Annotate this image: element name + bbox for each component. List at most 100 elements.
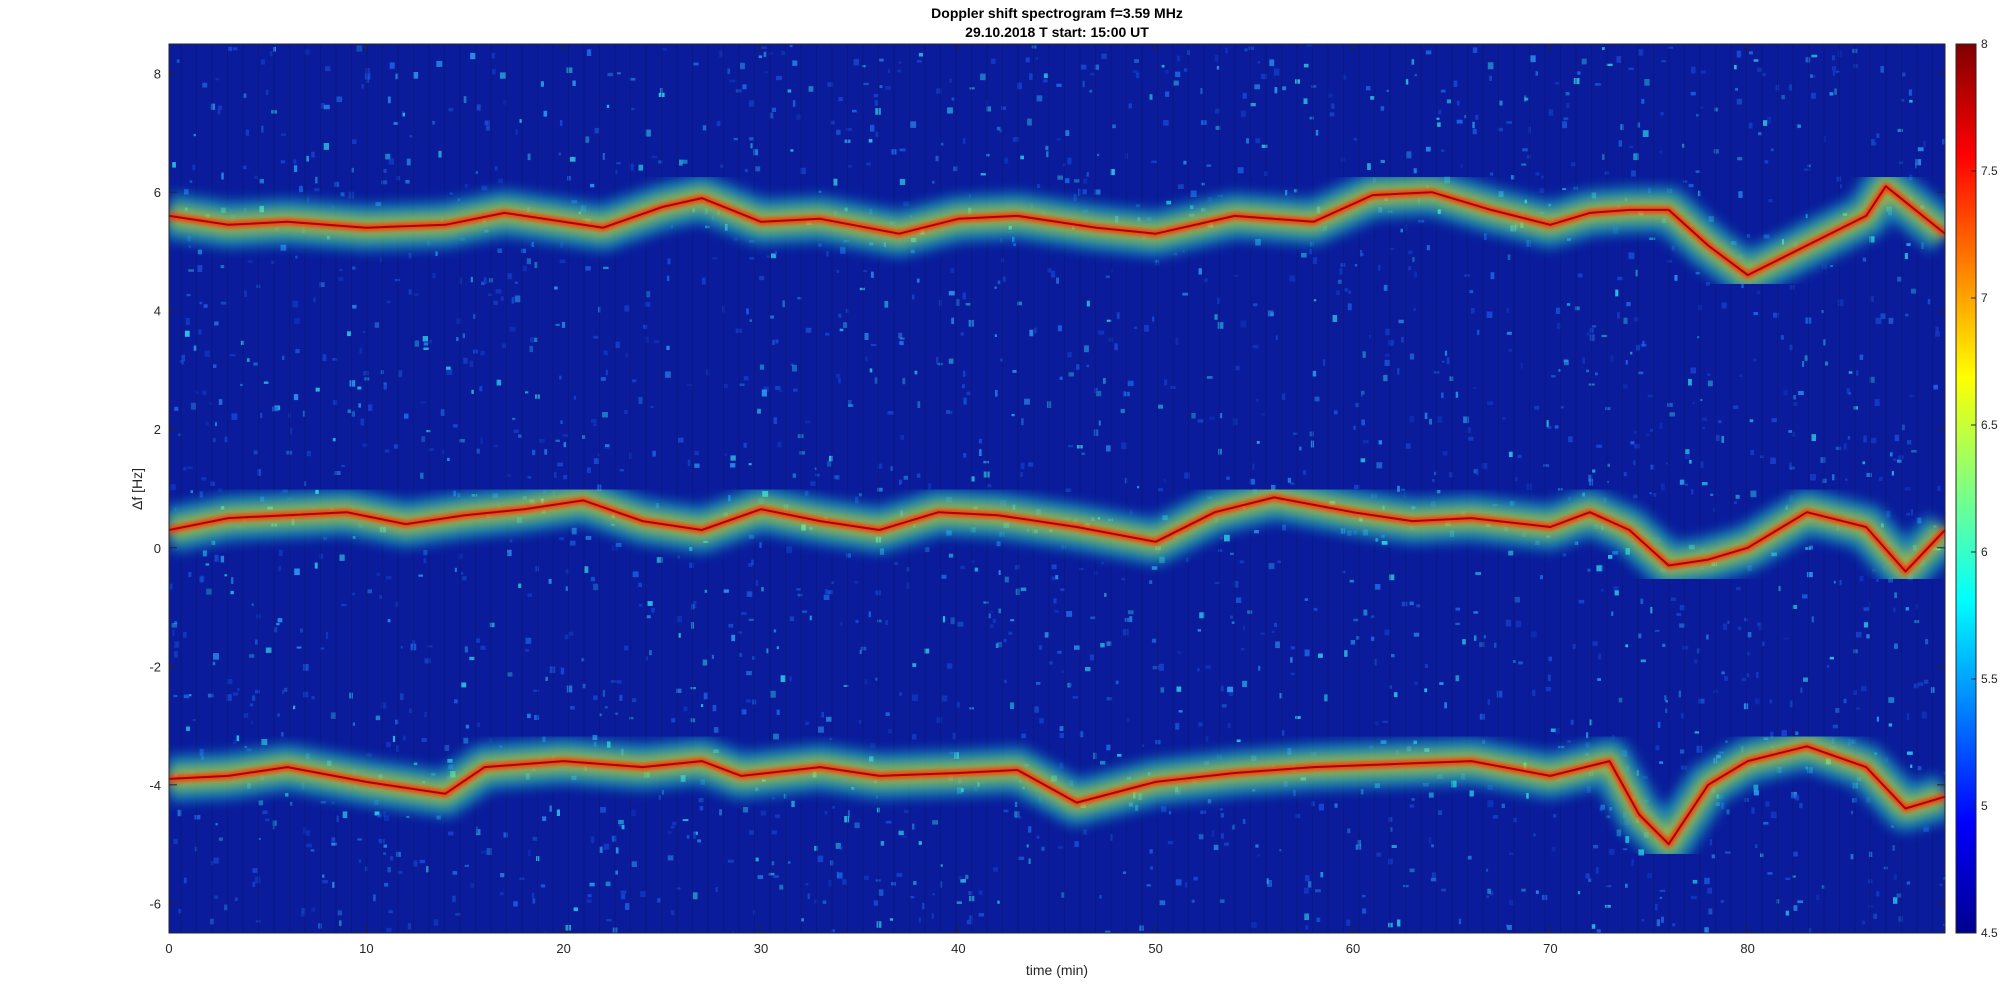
noise-speck — [1785, 877, 1791, 880]
noise-speck — [1518, 661, 1523, 665]
noise-speck — [1029, 73, 1033, 80]
noise-speck — [1811, 616, 1814, 623]
noise-speck — [1312, 257, 1318, 264]
noise-speck — [1094, 387, 1098, 394]
noise-speck — [1861, 920, 1866, 925]
noise-speck — [1909, 99, 1913, 103]
noise-speck — [826, 251, 829, 257]
noise-speck — [693, 833, 697, 839]
noise-speck — [1530, 55, 1536, 63]
noise-speck — [1712, 507, 1716, 512]
noise-speck — [1795, 794, 1800, 801]
noise-speck — [414, 340, 419, 347]
noise-speck — [1012, 236, 1015, 243]
noise-speck — [1757, 67, 1763, 73]
noise-speck — [740, 62, 745, 70]
noise-speck — [540, 884, 546, 888]
noise-speck — [566, 67, 573, 73]
noise-speck — [249, 654, 255, 658]
noise-speck — [941, 574, 947, 579]
noise-speck — [1106, 697, 1113, 701]
noise-speck — [638, 397, 643, 405]
noise-speck — [1761, 641, 1765, 647]
noise-speck — [749, 256, 755, 260]
noise-speck — [941, 695, 948, 702]
noise-speck — [1182, 249, 1185, 253]
noise-speck — [527, 593, 532, 597]
noise-speck — [1449, 472, 1453, 478]
noise-speck — [214, 554, 219, 562]
noise-speck — [1793, 905, 1798, 911]
noise-speck — [1650, 606, 1653, 614]
noise-speck — [423, 342, 429, 346]
noise-speck — [1269, 59, 1275, 67]
noise-speck — [403, 735, 406, 741]
noise-speck — [463, 357, 468, 364]
noise-speck — [990, 610, 994, 613]
noise-speck — [199, 748, 204, 756]
noise-speck — [776, 646, 779, 650]
noise-speck — [332, 438, 336, 442]
noise-speck — [1053, 598, 1057, 604]
noise-speck — [1806, 572, 1813, 578]
noise-speck — [1921, 242, 1924, 249]
noise-speck — [687, 459, 691, 466]
noise-speck — [1550, 728, 1556, 732]
noise-speck — [631, 809, 636, 817]
noise-speck — [948, 290, 955, 296]
noise-speck — [1507, 254, 1511, 260]
noise-speck — [887, 411, 894, 415]
noise-speck — [769, 52, 774, 55]
noise-speck — [616, 680, 622, 684]
noise-speck — [1416, 604, 1421, 608]
noise-speck — [1846, 388, 1851, 395]
noise-speck — [174, 406, 179, 411]
noise-speck — [1380, 106, 1385, 111]
noise-speck — [1876, 716, 1879, 722]
noise-speck — [201, 477, 207, 481]
noise-speck — [761, 389, 767, 397]
noise-speck — [1151, 160, 1158, 163]
colorbar-tick-label: 6 — [1981, 545, 1988, 559]
noise-speck — [1694, 659, 1698, 664]
noise-speck — [1943, 193, 1945, 199]
noise-speck — [1020, 155, 1024, 160]
noise-speck — [356, 45, 363, 52]
noise-speck — [1649, 237, 1656, 240]
noise-speck — [1567, 740, 1571, 743]
noise-speck — [1255, 239, 1261, 246]
noise-speck — [1652, 493, 1657, 497]
noise-speck — [1098, 420, 1101, 426]
noise-speck — [899, 337, 905, 340]
noise-speck — [1094, 64, 1099, 70]
noise-speck — [420, 401, 426, 404]
noise-speck — [602, 689, 605, 697]
noise-speck — [1524, 95, 1527, 102]
noise-speck — [221, 172, 224, 180]
noise-speck — [1804, 168, 1810, 171]
noise-speck — [183, 632, 187, 638]
noise-speck — [759, 364, 765, 370]
noise-speck — [672, 821, 677, 826]
noise-speck — [1295, 814, 1300, 818]
noise-speck — [1224, 842, 1229, 846]
noise-speck — [1313, 607, 1318, 611]
noise-speck — [559, 375, 562, 380]
noise-speck — [936, 88, 942, 94]
noise-speck — [831, 806, 835, 809]
doppler-trace-1 — [169, 163, 1945, 299]
noise-speck — [376, 572, 380, 577]
noise-speck — [226, 679, 233, 685]
noise-speck — [1897, 128, 1903, 132]
noise-speck — [1611, 611, 1614, 616]
noise-speck — [605, 444, 610, 448]
noise-speck — [382, 852, 386, 855]
noise-speck — [728, 623, 734, 628]
noise-speck — [898, 332, 903, 339]
noise-speck — [903, 475, 908, 480]
noise-speck — [781, 51, 786, 56]
noise-speck — [1479, 642, 1485, 647]
noise-speck — [693, 605, 697, 608]
noise-speck — [1086, 300, 1090, 307]
noise-speck — [1571, 162, 1576, 167]
